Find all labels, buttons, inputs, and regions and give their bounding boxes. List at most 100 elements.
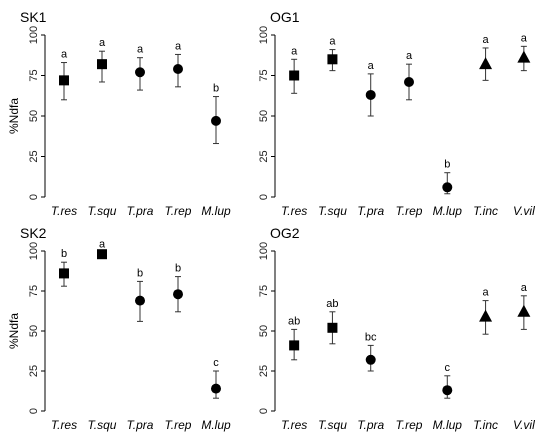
data-point-triangle xyxy=(517,304,531,317)
panel-title: SK2 xyxy=(20,225,47,241)
significance-letter: a xyxy=(99,239,106,251)
x-category-label: T.pra xyxy=(357,204,384,218)
significance-letter: c xyxy=(213,357,219,369)
chart-panel-sk1: SK1 0 25 50 75 100 %Ndfa T.res a T.squ a T.pra a T.re… xyxy=(7,9,231,218)
data-point-circle xyxy=(173,289,183,300)
x-category-label: T.res xyxy=(51,418,77,432)
data-point-triangle xyxy=(517,50,531,63)
data-point-square xyxy=(289,340,300,351)
significance-letter: a xyxy=(406,50,413,62)
data-point-square xyxy=(289,70,300,81)
data-point-circle xyxy=(442,385,453,396)
x-category-label: T.res xyxy=(281,418,307,432)
y-tick-label: 100 xyxy=(28,26,40,44)
x-category-label: M.lup xyxy=(433,418,463,432)
y-tick-label: 25 xyxy=(28,150,40,162)
y-tick-label: 100 xyxy=(28,242,40,260)
significance-letter: a xyxy=(521,282,528,294)
data-point-circle xyxy=(442,182,453,193)
panel-title: SK1 xyxy=(20,9,47,25)
significance-letter: b xyxy=(137,267,143,279)
significance-letter: b xyxy=(61,248,67,260)
significance-letter: c xyxy=(445,362,451,374)
significance-letter: bc xyxy=(365,331,377,343)
significance-letter: b xyxy=(213,83,219,95)
x-category-label: M.lup xyxy=(201,204,231,218)
chart-panel-og1: OG1 0 25 50 75 100 T.res a T.squ a T.pra a T.rep a M.l… xyxy=(258,9,535,218)
data-point-circle xyxy=(211,383,221,394)
significance-letter: a xyxy=(61,49,68,61)
y-tick-label: 75 xyxy=(28,69,40,81)
y-tick-label: 75 xyxy=(28,285,40,297)
y-tick-label: 50 xyxy=(28,110,40,122)
significance-letter: a xyxy=(175,40,182,52)
data-point-triangle xyxy=(479,309,493,322)
y-axis-label: %Ndfa xyxy=(7,98,21,134)
significance-letter: a xyxy=(329,36,336,48)
data-point-circle xyxy=(365,354,376,365)
x-category-label: T.pra xyxy=(127,418,154,432)
x-category-label: T.rep xyxy=(165,418,192,432)
x-category-label: T.res xyxy=(51,204,77,218)
significance-letter: a xyxy=(99,37,106,49)
significance-letter: b xyxy=(444,159,450,171)
y-tick-label: 75 xyxy=(258,69,270,81)
y-tick-label: 0 xyxy=(28,408,40,414)
data-point-square xyxy=(327,54,338,65)
x-category-label: T.inc xyxy=(473,204,498,218)
significance-letter: a xyxy=(521,32,528,44)
significance-letter: ab xyxy=(326,298,338,310)
y-tick-label: 25 xyxy=(258,365,270,377)
significance-letter: a xyxy=(483,34,490,46)
y-tick-label: 0 xyxy=(258,408,270,414)
x-category-label: T.squ xyxy=(318,418,347,432)
significance-letter: ab xyxy=(288,315,300,327)
y-tick-label: 75 xyxy=(258,285,270,297)
significance-letter: a xyxy=(291,45,298,57)
x-category-label: M.lup xyxy=(201,418,231,432)
x-category-label: M.lup xyxy=(433,204,463,218)
x-category-label: T.pra xyxy=(357,418,384,432)
data-point-square xyxy=(59,75,69,86)
x-category-label: T.squ xyxy=(88,418,117,432)
x-category-label: T.squ xyxy=(318,204,347,218)
significance-letter: b xyxy=(175,263,181,275)
x-category-label: T.pra xyxy=(127,204,154,218)
y-tick-label: 0 xyxy=(258,194,270,200)
x-category-label: T.inc xyxy=(473,418,498,432)
y-axis-label: %Ndfa xyxy=(7,313,21,349)
y-tick-label: 25 xyxy=(28,365,40,377)
x-category-label: T.rep xyxy=(396,204,423,218)
panel-title: OG2 xyxy=(270,225,300,241)
y-tick-label: 100 xyxy=(258,242,270,260)
data-point-circle xyxy=(173,64,183,75)
data-point-square xyxy=(59,268,69,279)
data-point-triangle xyxy=(479,57,493,70)
data-point-circle xyxy=(365,89,376,100)
y-tick-label: 0 xyxy=(28,194,40,200)
y-tick-label: 50 xyxy=(258,110,270,122)
y-tick-label: 100 xyxy=(258,26,270,44)
x-category-label: T.squ xyxy=(88,204,117,218)
significance-letter: a xyxy=(137,44,144,56)
y-tick-label: 25 xyxy=(258,150,270,162)
data-point-circle xyxy=(404,76,414,87)
chart-panel-og2: OG2 0 25 50 75 100 T.res ab T.squ ab T.pra bc T.rep M… xyxy=(258,225,535,432)
x-category-label: T.rep xyxy=(396,418,423,432)
data-point-square xyxy=(97,249,107,260)
data-point-circle xyxy=(211,115,221,126)
data-point-square xyxy=(327,322,338,333)
data-point-circle xyxy=(135,295,145,306)
x-category-label: T.rep xyxy=(165,204,192,218)
y-tick-label: 50 xyxy=(28,325,40,337)
data-point-circle xyxy=(135,67,145,78)
x-category-label: V.vil xyxy=(513,418,535,432)
chart-panel-sk2: SK2 0 25 50 75 100 %Ndfa T.res b T.squ a T.pra b T.re… xyxy=(7,225,231,432)
significance-letter: a xyxy=(483,287,490,299)
panel-title: OG1 xyxy=(270,9,300,25)
data-point-square xyxy=(97,59,107,70)
y-tick-label: 50 xyxy=(258,325,270,337)
x-category-label: T.res xyxy=(281,204,307,218)
significance-letter: a xyxy=(368,60,375,72)
